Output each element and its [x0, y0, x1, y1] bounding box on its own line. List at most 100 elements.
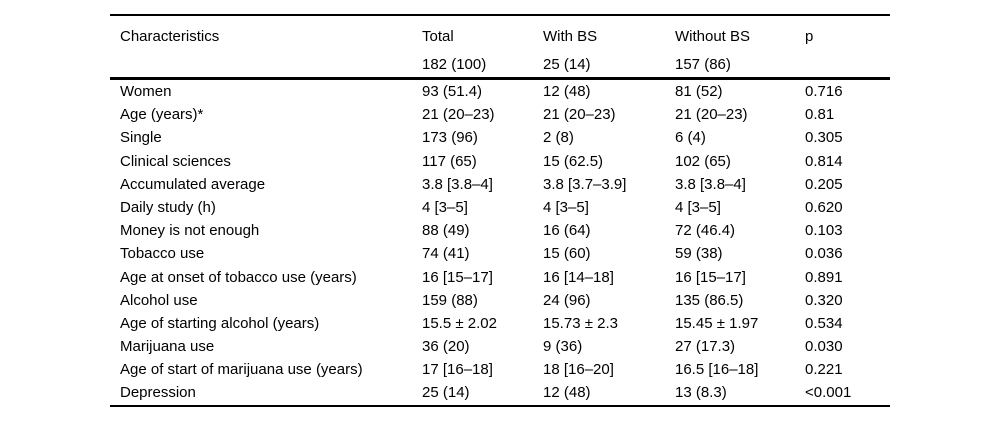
cell-characteristic: Age of start of marijuana use (years) [120, 361, 363, 379]
cell-with-bs: 3.8 [3.7–3.9] [543, 175, 627, 193]
cell-characteristic: Single [120, 129, 162, 147]
table-row: Age of start of marijuana use (years) 17… [110, 358, 890, 381]
table-row: Women 93 (51.4) 12 (48) 81 (52) 0.716 [110, 80, 890, 103]
cell-with-bs: 16 [14–18] [543, 268, 614, 286]
header-cell-total: Total 182 (100) [422, 16, 543, 77]
characteristics-table: Characteristics Total 182 (100) With BS … [110, 14, 890, 407]
cell-p: 0.891 [805, 268, 843, 286]
cell-without-bs: 59 (38) [675, 245, 723, 263]
cell-with-bs: 18 [16–20] [543, 361, 614, 379]
cell-without-bs: 21 (20–23) [675, 106, 748, 124]
cell-total: 4 [3–5] [422, 198, 468, 216]
cell-with-bs: 16 (64) [543, 222, 591, 240]
table-header-rule [110, 77, 890, 80]
cell-total: 3.8 [3.8–4] [422, 175, 493, 193]
cell-p: 0.205 [805, 175, 843, 193]
cell-p: 0.716 [805, 83, 843, 100]
cell-without-bs: 4 [3–5] [675, 198, 721, 216]
column-header-without-bs: Without BS [675, 28, 751, 45]
cell-characteristic: Women [120, 83, 172, 100]
cell-characteristic: Daily study (h) [120, 198, 216, 216]
table-row: Accumulated average 3.8 [3.8–4] 3.8 [3.7… [110, 173, 890, 196]
table-top-rule [110, 14, 890, 16]
cell-characteristic: Money is not enough [120, 222, 260, 240]
cell-p: 0.036 [805, 245, 843, 263]
table-row: Alcohol use 159 (88) 24 (96) 135 (86.5) … [110, 289, 890, 312]
cell-total: 159 (88) [422, 291, 478, 309]
table-row: Marijuana use 36 (20) 9 (36) 27 (17.3) 0… [110, 335, 890, 358]
column-header-characteristics: Characteristics [120, 28, 220, 45]
cell-without-bs: 135 (86.5) [675, 291, 744, 309]
cell-characteristic: Alcohol use [120, 291, 198, 309]
cell-total: 88 (49) [422, 222, 470, 240]
cell-without-bs: 15.45 ± 1.97 [675, 314, 759, 332]
cell-without-bs: 27 (17.3) [675, 338, 736, 356]
cell-with-bs: 15 (60) [543, 245, 591, 263]
cell-characteristic: Clinical sciences [120, 152, 231, 170]
table-row: Depression 25 (14) 12 (48) 13 (8.3) <0.0… [110, 381, 890, 404]
table-row: Money is not enough 88 (49) 16 (64) 72 (… [110, 219, 890, 242]
table-row: Daily study (h) 4 [3–5] 4 [3–5] 4 [3–5] … [110, 196, 890, 219]
cell-p: 0.030 [805, 338, 843, 356]
column-subheader-with-bs: 25 (14) [543, 56, 591, 73]
cell-total: 15.5 ± 2.02 [422, 314, 497, 332]
column-subheader-characteristics [120, 53, 422, 77]
cell-without-bs: 72 (46.4) [675, 222, 736, 240]
table-row: Single 173 (96) 2 (8) 6 (4) 0.305 [110, 126, 890, 149]
cell-total: 117 (65) [422, 152, 477, 170]
cell-characteristic: Depression [120, 384, 196, 402]
cell-total: 25 (14) [422, 384, 470, 402]
table-row: Clinical sciences 117 (65) 15 (62.5) 102… [110, 150, 890, 173]
cell-with-bs: 15 (62.5) [543, 152, 604, 170]
cell-with-bs: 2 (8) [543, 129, 574, 147]
cell-with-bs: 21 (20–23) [543, 106, 616, 124]
cell-characteristic: Marijuana use [120, 338, 215, 356]
cell-p: 0.814 [805, 152, 843, 170]
table-header: Characteristics Total 182 (100) With BS … [110, 16, 890, 77]
cell-p: 0.221 [805, 361, 843, 379]
table-row: Age at onset of tobacco use (years) 16 [… [110, 266, 890, 289]
table-row: Tobacco use 74 (41) 15 (60) 59 (38) 0.03… [110, 242, 890, 265]
cell-p: 0.103 [805, 222, 843, 240]
cell-p: 0.320 [805, 291, 843, 309]
cell-total: 17 [16–18] [422, 361, 493, 379]
cell-characteristic: Age (years)* [120, 106, 204, 124]
cell-without-bs: 6 (4) [675, 129, 706, 147]
cell-characteristic: Age of starting alcohol (years) [120, 314, 320, 332]
cell-p: <0.001 [805, 384, 852, 402]
cell-total: 74 (41) [422, 245, 470, 263]
table-bottom-rule [110, 404, 890, 407]
cell-with-bs: 4 [3–5] [543, 198, 589, 216]
table-row: Age of starting alcohol (years) 15.5 ± 2… [110, 312, 890, 335]
cell-total: 21 (20–23) [422, 106, 495, 124]
cell-without-bs: 81 (52) [675, 83, 723, 100]
column-subheader-p [805, 53, 890, 77]
cell-without-bs: 13 (8.3) [675, 384, 727, 402]
cell-total: 36 (20) [422, 338, 470, 356]
cell-total: 16 [15–17] [422, 268, 493, 286]
cell-p: 0.81 [805, 106, 835, 124]
table-row: Age (years)* 21 (20–23) 21 (20–23) 21 (2… [110, 103, 890, 126]
column-header-total: Total [422, 28, 454, 45]
cell-with-bs: 9 (36) [543, 338, 583, 356]
cell-p: 0.620 [805, 198, 843, 216]
cell-characteristic: Age at onset of tobacco use (years) [120, 268, 357, 286]
cell-with-bs: 24 (96) [543, 291, 591, 309]
header-cell-with-bs: With BS 25 (14) [543, 16, 675, 77]
cell-without-bs: 102 (65) [675, 152, 731, 170]
cell-with-bs: 12 (48) [543, 83, 591, 100]
cell-p: 0.305 [805, 129, 843, 147]
cell-with-bs: 15.73 ± 2.3 [543, 314, 618, 332]
cell-characteristic: Tobacco use [120, 245, 205, 263]
cell-without-bs: 3.8 [3.8–4] [675, 175, 746, 193]
cell-p: 0.534 [805, 314, 843, 332]
cell-without-bs: 16 [15–17] [675, 268, 746, 286]
column-subheader-total: 182 (100) [422, 56, 487, 73]
column-header-with-bs: With BS [543, 28, 598, 45]
column-subheader-without-bs: 157 (86) [675, 56, 731, 73]
cell-with-bs: 12 (48) [543, 384, 591, 402]
header-cell-p: p [805, 16, 890, 77]
cell-characteristic: Accumulated average [120, 175, 266, 193]
header-cell-characteristics: Characteristics [120, 16, 422, 77]
